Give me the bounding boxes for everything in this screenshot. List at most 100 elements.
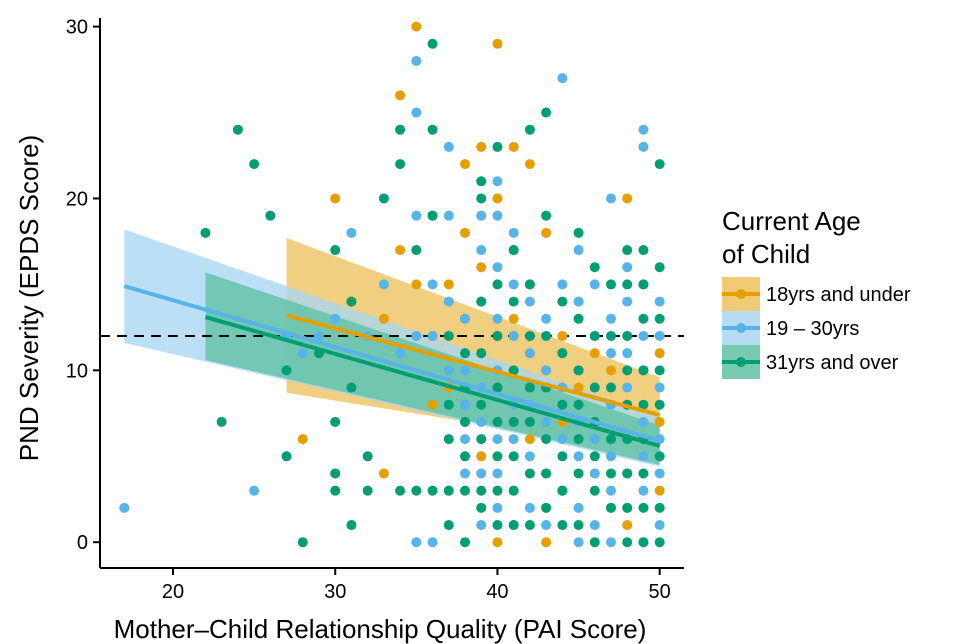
data-point	[427, 38, 438, 49]
data-point	[606, 502, 616, 513]
data-point	[330, 485, 341, 496]
data-point	[622, 382, 633, 393]
data-point	[606, 365, 616, 376]
data-point	[411, 330, 422, 341]
data-point	[297, 537, 308, 548]
data-point	[492, 416, 503, 427]
data-point	[638, 124, 649, 135]
data-point	[508, 313, 519, 324]
data-point	[622, 193, 633, 204]
axes	[99, 18, 684, 569]
data-point	[573, 434, 584, 445]
data-point	[460, 227, 470, 238]
data-point	[573, 227, 584, 238]
legend-title-line-2: of Child	[722, 239, 810, 269]
data-point	[314, 330, 324, 341]
regression-line	[123, 284, 661, 443]
data-point	[460, 313, 470, 324]
data-point	[330, 193, 341, 204]
x-tick-label: 40	[486, 581, 508, 603]
legend-key-point	[736, 323, 746, 333]
data-point	[492, 210, 503, 221]
data-point	[654, 520, 665, 531]
data-point	[638, 245, 649, 256]
data-point	[589, 451, 600, 462]
data-point	[492, 330, 503, 341]
data-point	[606, 537, 616, 548]
data-point	[541, 330, 552, 341]
data-point	[362, 485, 373, 496]
data-point	[476, 245, 487, 256]
data-point	[249, 159, 260, 170]
data-point	[589, 434, 600, 445]
data-point	[460, 537, 470, 548]
data-point	[606, 468, 616, 479]
data-point	[443, 520, 454, 531]
data-point	[476, 348, 487, 359]
data-point	[460, 159, 470, 170]
data-point	[638, 468, 649, 479]
data-point	[589, 262, 600, 273]
data-point	[443, 279, 454, 290]
data-point	[460, 468, 470, 479]
data-point	[395, 245, 406, 256]
data-point	[541, 520, 552, 531]
data-point	[606, 485, 616, 496]
x-tick-label: 20	[162, 581, 184, 603]
data-point	[654, 365, 665, 376]
data-point	[346, 227, 357, 238]
data-point	[524, 279, 535, 290]
data-point	[411, 485, 422, 496]
data-point	[508, 141, 519, 152]
data-point	[411, 245, 422, 256]
data-point	[524, 434, 535, 445]
data-point	[557, 451, 568, 462]
data-point	[460, 348, 470, 359]
data-point	[573, 365, 584, 376]
data-point	[638, 537, 649, 548]
data-point	[492, 141, 503, 152]
data-point	[573, 296, 584, 307]
data-point	[508, 245, 519, 256]
data-point	[476, 210, 487, 221]
data-point	[541, 434, 552, 445]
data-point	[492, 502, 503, 513]
data-point	[654, 451, 665, 462]
data-point	[541, 416, 552, 427]
data-point	[573, 451, 584, 462]
data-point	[476, 399, 487, 410]
y-tick-label: 0	[77, 532, 88, 554]
data-point	[557, 485, 568, 496]
data-point	[638, 313, 649, 324]
data-point	[476, 468, 487, 479]
data-point	[508, 485, 519, 496]
x-tick-label: 30	[324, 581, 346, 603]
data-point	[508, 296, 519, 307]
y-tick-label: 20	[66, 188, 88, 210]
data-point	[589, 485, 600, 496]
data-point	[606, 193, 616, 204]
data-point	[460, 485, 470, 496]
data-point	[427, 485, 438, 496]
data-point	[622, 245, 633, 256]
data-point	[411, 55, 422, 66]
data-point	[638, 502, 649, 513]
data-point	[330, 313, 341, 324]
data-point	[508, 451, 519, 462]
data-point	[476, 451, 487, 462]
data-point	[541, 365, 552, 376]
data-point	[460, 365, 470, 376]
y-ticks: 0 10 20 30	[66, 17, 100, 554]
data-point	[476, 485, 487, 496]
data-point	[346, 520, 357, 531]
data-point	[508, 365, 519, 376]
data-point	[508, 416, 519, 427]
data-point	[654, 296, 665, 307]
data-point	[654, 537, 665, 548]
data-point	[427, 124, 438, 135]
data-point	[573, 520, 584, 531]
data-point	[654, 468, 665, 479]
x-axis-title: Mother–Child Relationship Quality (PAI S…	[114, 614, 647, 644]
data-point	[249, 485, 260, 496]
